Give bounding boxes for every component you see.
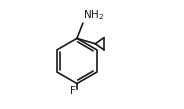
Text: NH$_2$: NH$_2$	[83, 8, 105, 22]
Text: F: F	[70, 86, 76, 96]
